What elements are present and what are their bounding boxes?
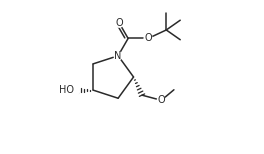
Text: HO: HO [59,85,74,95]
Text: O: O [144,33,152,43]
Text: O: O [158,95,165,105]
Circle shape [114,52,122,60]
Circle shape [157,96,165,104]
Circle shape [144,34,152,43]
Circle shape [115,19,123,27]
Circle shape [68,84,80,96]
Text: N: N [114,51,122,61]
Text: O: O [115,18,123,28]
